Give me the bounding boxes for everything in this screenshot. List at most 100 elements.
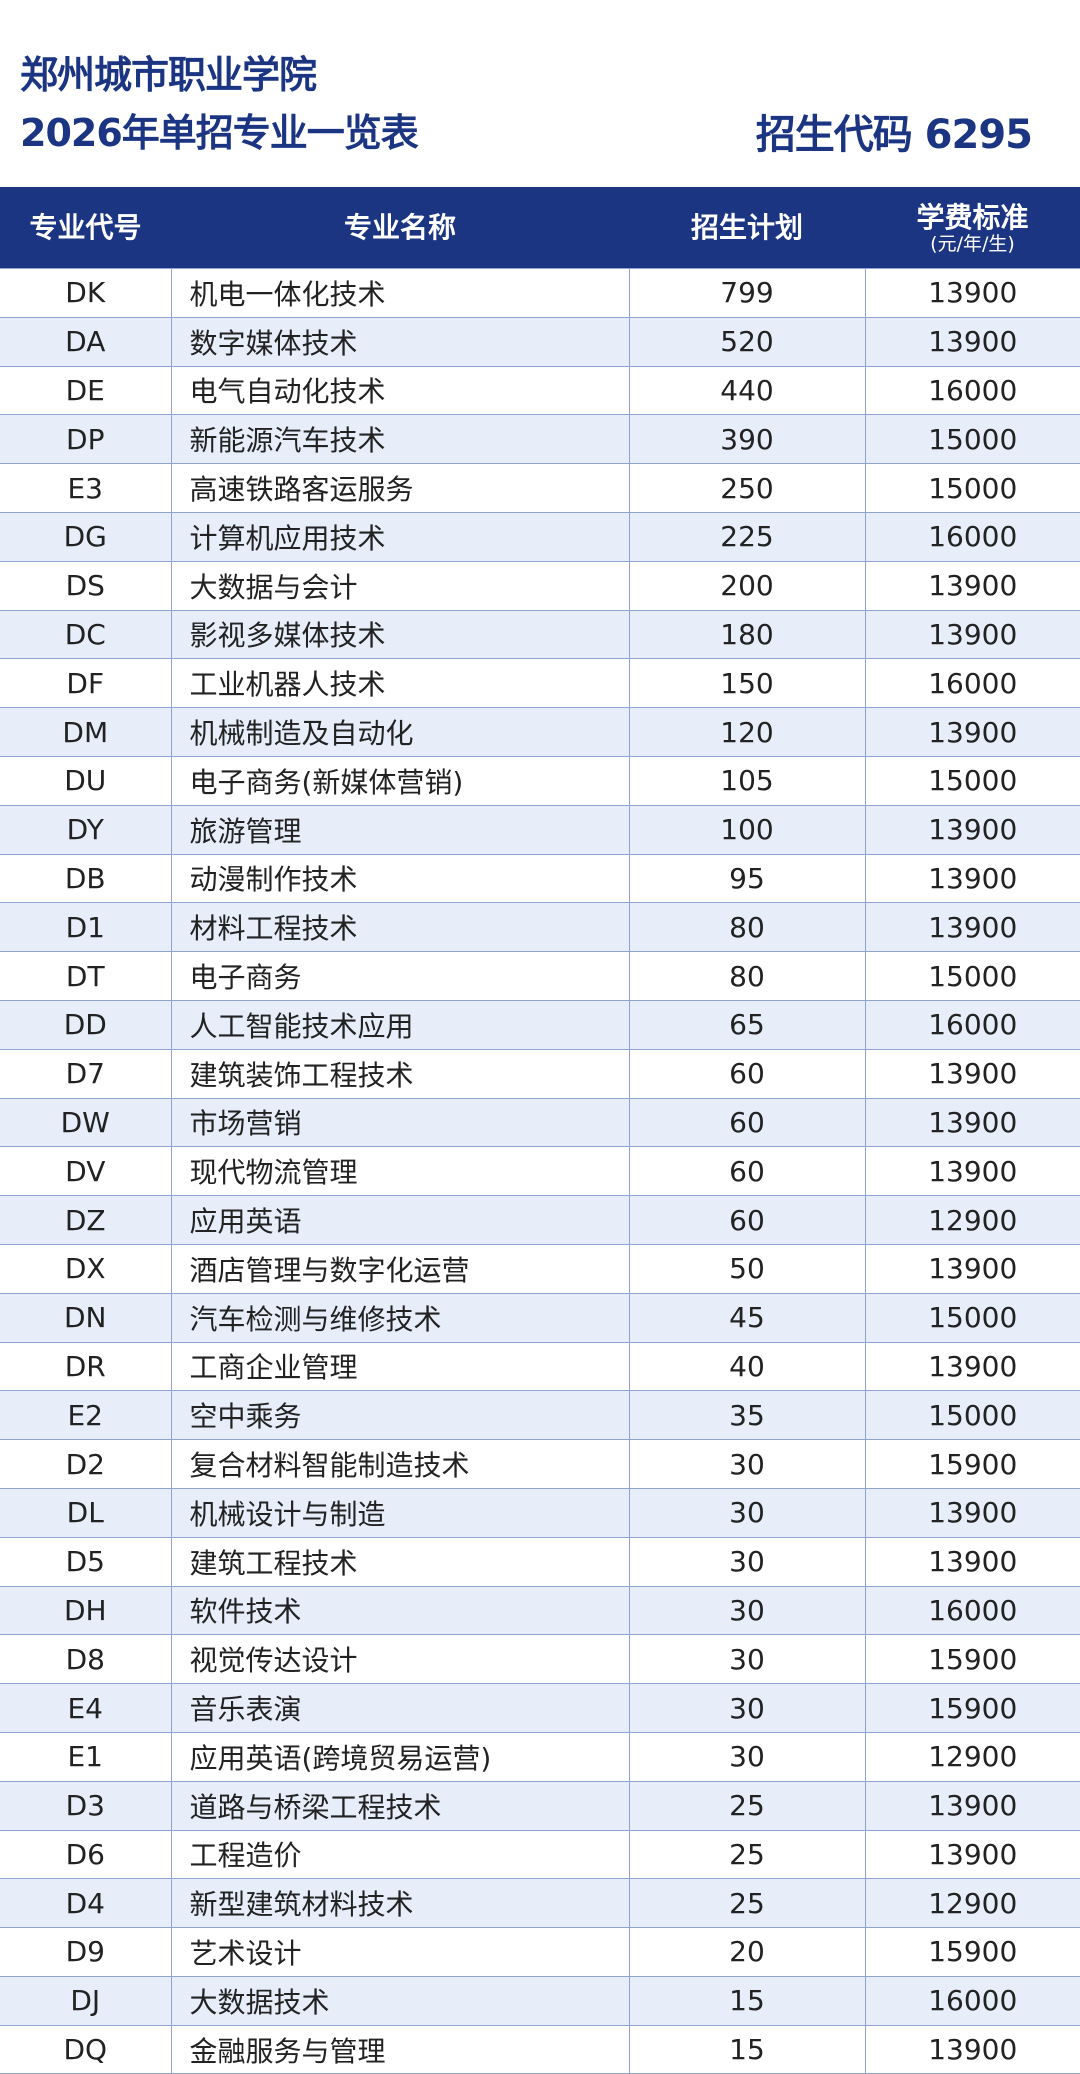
table-row: DF 工业机器人技术 150 16000 xyxy=(0,658,1080,709)
tuition-fee: 13900 xyxy=(864,2024,1080,2074)
header-code: 专业代号 xyxy=(0,187,171,269)
major-name: 工程造价 xyxy=(170,1829,630,1880)
major-code: DU xyxy=(0,755,172,806)
tuition-fee: 16000 xyxy=(864,1975,1080,2026)
major-name: 市场营销 xyxy=(170,1097,630,1148)
major-name: 电子商务 xyxy=(170,951,630,1001)
major-name: 艺术设计 xyxy=(170,1927,630,1977)
major-name: 应用英语(跨境贸易运营) xyxy=(170,1731,630,1782)
tuition-fee: 13900 xyxy=(864,1243,1080,1294)
table-row: D2 复合材料智能制造技术 30 15900 xyxy=(0,1439,1080,1489)
major-name: 建筑工程技术 xyxy=(170,1536,630,1587)
tuition-fee: 13900 xyxy=(864,560,1080,611)
major-name: 高速铁路客运服务 xyxy=(170,463,630,513)
major-code: DT xyxy=(0,951,172,1001)
major-code: DM xyxy=(0,707,172,757)
enrollment-plan: 25 xyxy=(628,1878,866,1929)
table-row: D3 道路与桥梁工程技术 25 13900 xyxy=(0,1780,1080,1831)
major-code: DA xyxy=(0,316,172,367)
major-name: 大数据与会计 xyxy=(170,560,630,611)
table-row: DT 电子商务 80 15000 xyxy=(0,951,1080,1001)
major-name: 电子商务(新媒体营销) xyxy=(170,755,630,806)
table-row: DK 机电一体化技术 799 13900 xyxy=(0,268,1080,318)
table-row: DA 数字媒体技术 520 13900 xyxy=(0,316,1080,367)
table-row: DR 工商企业管理 40 13900 xyxy=(0,1341,1080,1392)
major-name: 金融服务与管理 xyxy=(170,2024,630,2074)
enrollment-plan: 390 xyxy=(628,414,866,465)
major-code: DB xyxy=(0,853,172,904)
major-code: DN xyxy=(0,1292,172,1343)
tuition-fee: 13900 xyxy=(864,1097,1080,1148)
tuition-fee: 13900 xyxy=(864,1146,1080,1197)
enrollment-plan: 225 xyxy=(628,511,866,562)
major-name: 软件技术 xyxy=(170,1585,630,1636)
table-row: DQ 金融服务与管理 15 13900 xyxy=(0,2024,1080,2074)
enrollment-plan: 30 xyxy=(628,1439,866,1489)
enrollment-plan: 45 xyxy=(628,1292,866,1343)
major-name: 计算机应用技术 xyxy=(170,511,630,562)
major-name: 新能源汽车技术 xyxy=(170,414,630,465)
tuition-fee: 16000 xyxy=(864,365,1080,416)
major-code: D7 xyxy=(0,1048,172,1099)
major-code: DH xyxy=(0,1585,172,1636)
major-name: 数字媒体技术 xyxy=(170,316,630,367)
enrollment-plan: 520 xyxy=(628,316,866,367)
enrollment-plan: 799 xyxy=(628,268,866,318)
tuition-fee: 13900 xyxy=(864,902,1080,953)
major-name: 材料工程技术 xyxy=(170,902,630,953)
enrollment-plan: 15 xyxy=(628,1975,866,2026)
table-row: E1 应用英语(跨境贸易运营) 30 12900 xyxy=(0,1731,1080,1782)
table-row: E3 高速铁路客运服务 250 15000 xyxy=(0,463,1080,513)
major-name: 新型建筑材料技术 xyxy=(170,1878,630,1929)
major-name: 空中乘务 xyxy=(170,1390,630,1441)
table-row: DY 旅游管理 100 13900 xyxy=(0,804,1080,855)
table-row: DS 大数据与会计 200 13900 xyxy=(0,560,1080,611)
major-code: DY xyxy=(0,804,172,855)
table-row: DD 人工智能技术应用 65 16000 xyxy=(0,999,1080,1050)
tuition-fee: 12900 xyxy=(864,1878,1080,1929)
major-code: DW xyxy=(0,1097,172,1148)
tuition-fee: 13900 xyxy=(864,1829,1080,1880)
major-name: 影视多媒体技术 xyxy=(170,609,630,660)
tuition-fee: 15000 xyxy=(864,951,1080,1001)
major-name: 机械制造及自动化 xyxy=(170,707,630,757)
major-name: 视觉传达设计 xyxy=(170,1634,630,1685)
major-code: DE xyxy=(0,365,172,416)
tuition-fee: 13900 xyxy=(864,1048,1080,1099)
tuition-fee: 16000 xyxy=(864,658,1080,709)
enrollment-plan: 95 xyxy=(628,853,866,904)
tuition-fee: 13900 xyxy=(864,1487,1080,1538)
major-code: E3 xyxy=(0,463,172,513)
table-row: DV 现代物流管理 60 13900 xyxy=(0,1146,1080,1197)
tuition-fee: 16000 xyxy=(864,999,1080,1050)
enrollment-plan: 60 xyxy=(628,1097,866,1148)
major-code: DL xyxy=(0,1487,172,1538)
tuition-fee: 13900 xyxy=(864,268,1080,318)
major-code: DZ xyxy=(0,1195,172,1245)
major-name: 电气自动化技术 xyxy=(170,365,630,416)
table-row: DE 电气自动化技术 440 16000 xyxy=(0,365,1080,416)
major-code: D8 xyxy=(0,1634,172,1685)
major-code: DR xyxy=(0,1341,172,1392)
header-fee-unit: (元/年/生) xyxy=(930,232,1015,255)
enrollment-plan: 60 xyxy=(628,1048,866,1099)
major-name: 工商企业管理 xyxy=(170,1341,630,1392)
table-row: DX 酒店管理与数字化运营 50 13900 xyxy=(0,1243,1080,1294)
enrollment-plan: 120 xyxy=(628,707,866,757)
table-row: D7 建筑装饰工程技术 60 13900 xyxy=(0,1048,1080,1099)
tuition-fee: 12900 xyxy=(864,1731,1080,1782)
table-row: DP 新能源汽车技术 390 15000 xyxy=(0,414,1080,465)
major-name: 复合材料智能制造技术 xyxy=(170,1439,630,1489)
table-row: DZ 应用英语 60 12900 xyxy=(0,1195,1080,1245)
tuition-fee: 15900 xyxy=(864,1634,1080,1685)
major-code: DS xyxy=(0,560,172,611)
tuition-fee: 13900 xyxy=(864,1780,1080,1831)
enrollment-plan: 20 xyxy=(628,1927,866,1977)
tuition-fee: 15900 xyxy=(864,1439,1080,1489)
major-name: 应用英语 xyxy=(170,1195,630,1245)
table-row: D5 建筑工程技术 30 13900 xyxy=(0,1536,1080,1587)
major-name: 旅游管理 xyxy=(170,804,630,855)
enrollment-plan: 30 xyxy=(628,1683,866,1733)
table-row: D9 艺术设计 20 15900 xyxy=(0,1927,1080,1977)
major-name: 音乐表演 xyxy=(170,1683,630,1733)
